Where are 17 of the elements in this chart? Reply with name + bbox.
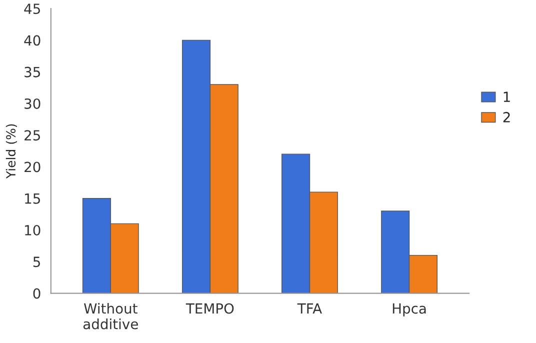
y-tick-label: 0 [33, 288, 40, 299]
y-tick-label: 45 [24, 4, 40, 14]
y-tick-label: 10 [25, 224, 40, 236]
y-axis-title: Yield (%) [6, 124, 18, 179]
x-tick-label: Without additive [83, 302, 138, 330]
x-tick-label: Hpca [392, 303, 426, 316]
y-tick-label: 40 [24, 35, 40, 46]
y-tick-label: 20 [24, 162, 40, 172]
x-tick-label: TFA [297, 303, 322, 314]
legend-label: 2 [503, 112, 510, 122]
y-tick-label: 30 [24, 98, 40, 109]
x-tick-label: TEMPO [186, 303, 234, 314]
y-tick-label: 5 [33, 256, 40, 268]
legend-label: 1 [504, 92, 510, 102]
y-tick-label: 15 [25, 194, 40, 204]
y-tick-label: 35 [24, 66, 40, 78]
y-tick-label: 25 [24, 130, 40, 141]
